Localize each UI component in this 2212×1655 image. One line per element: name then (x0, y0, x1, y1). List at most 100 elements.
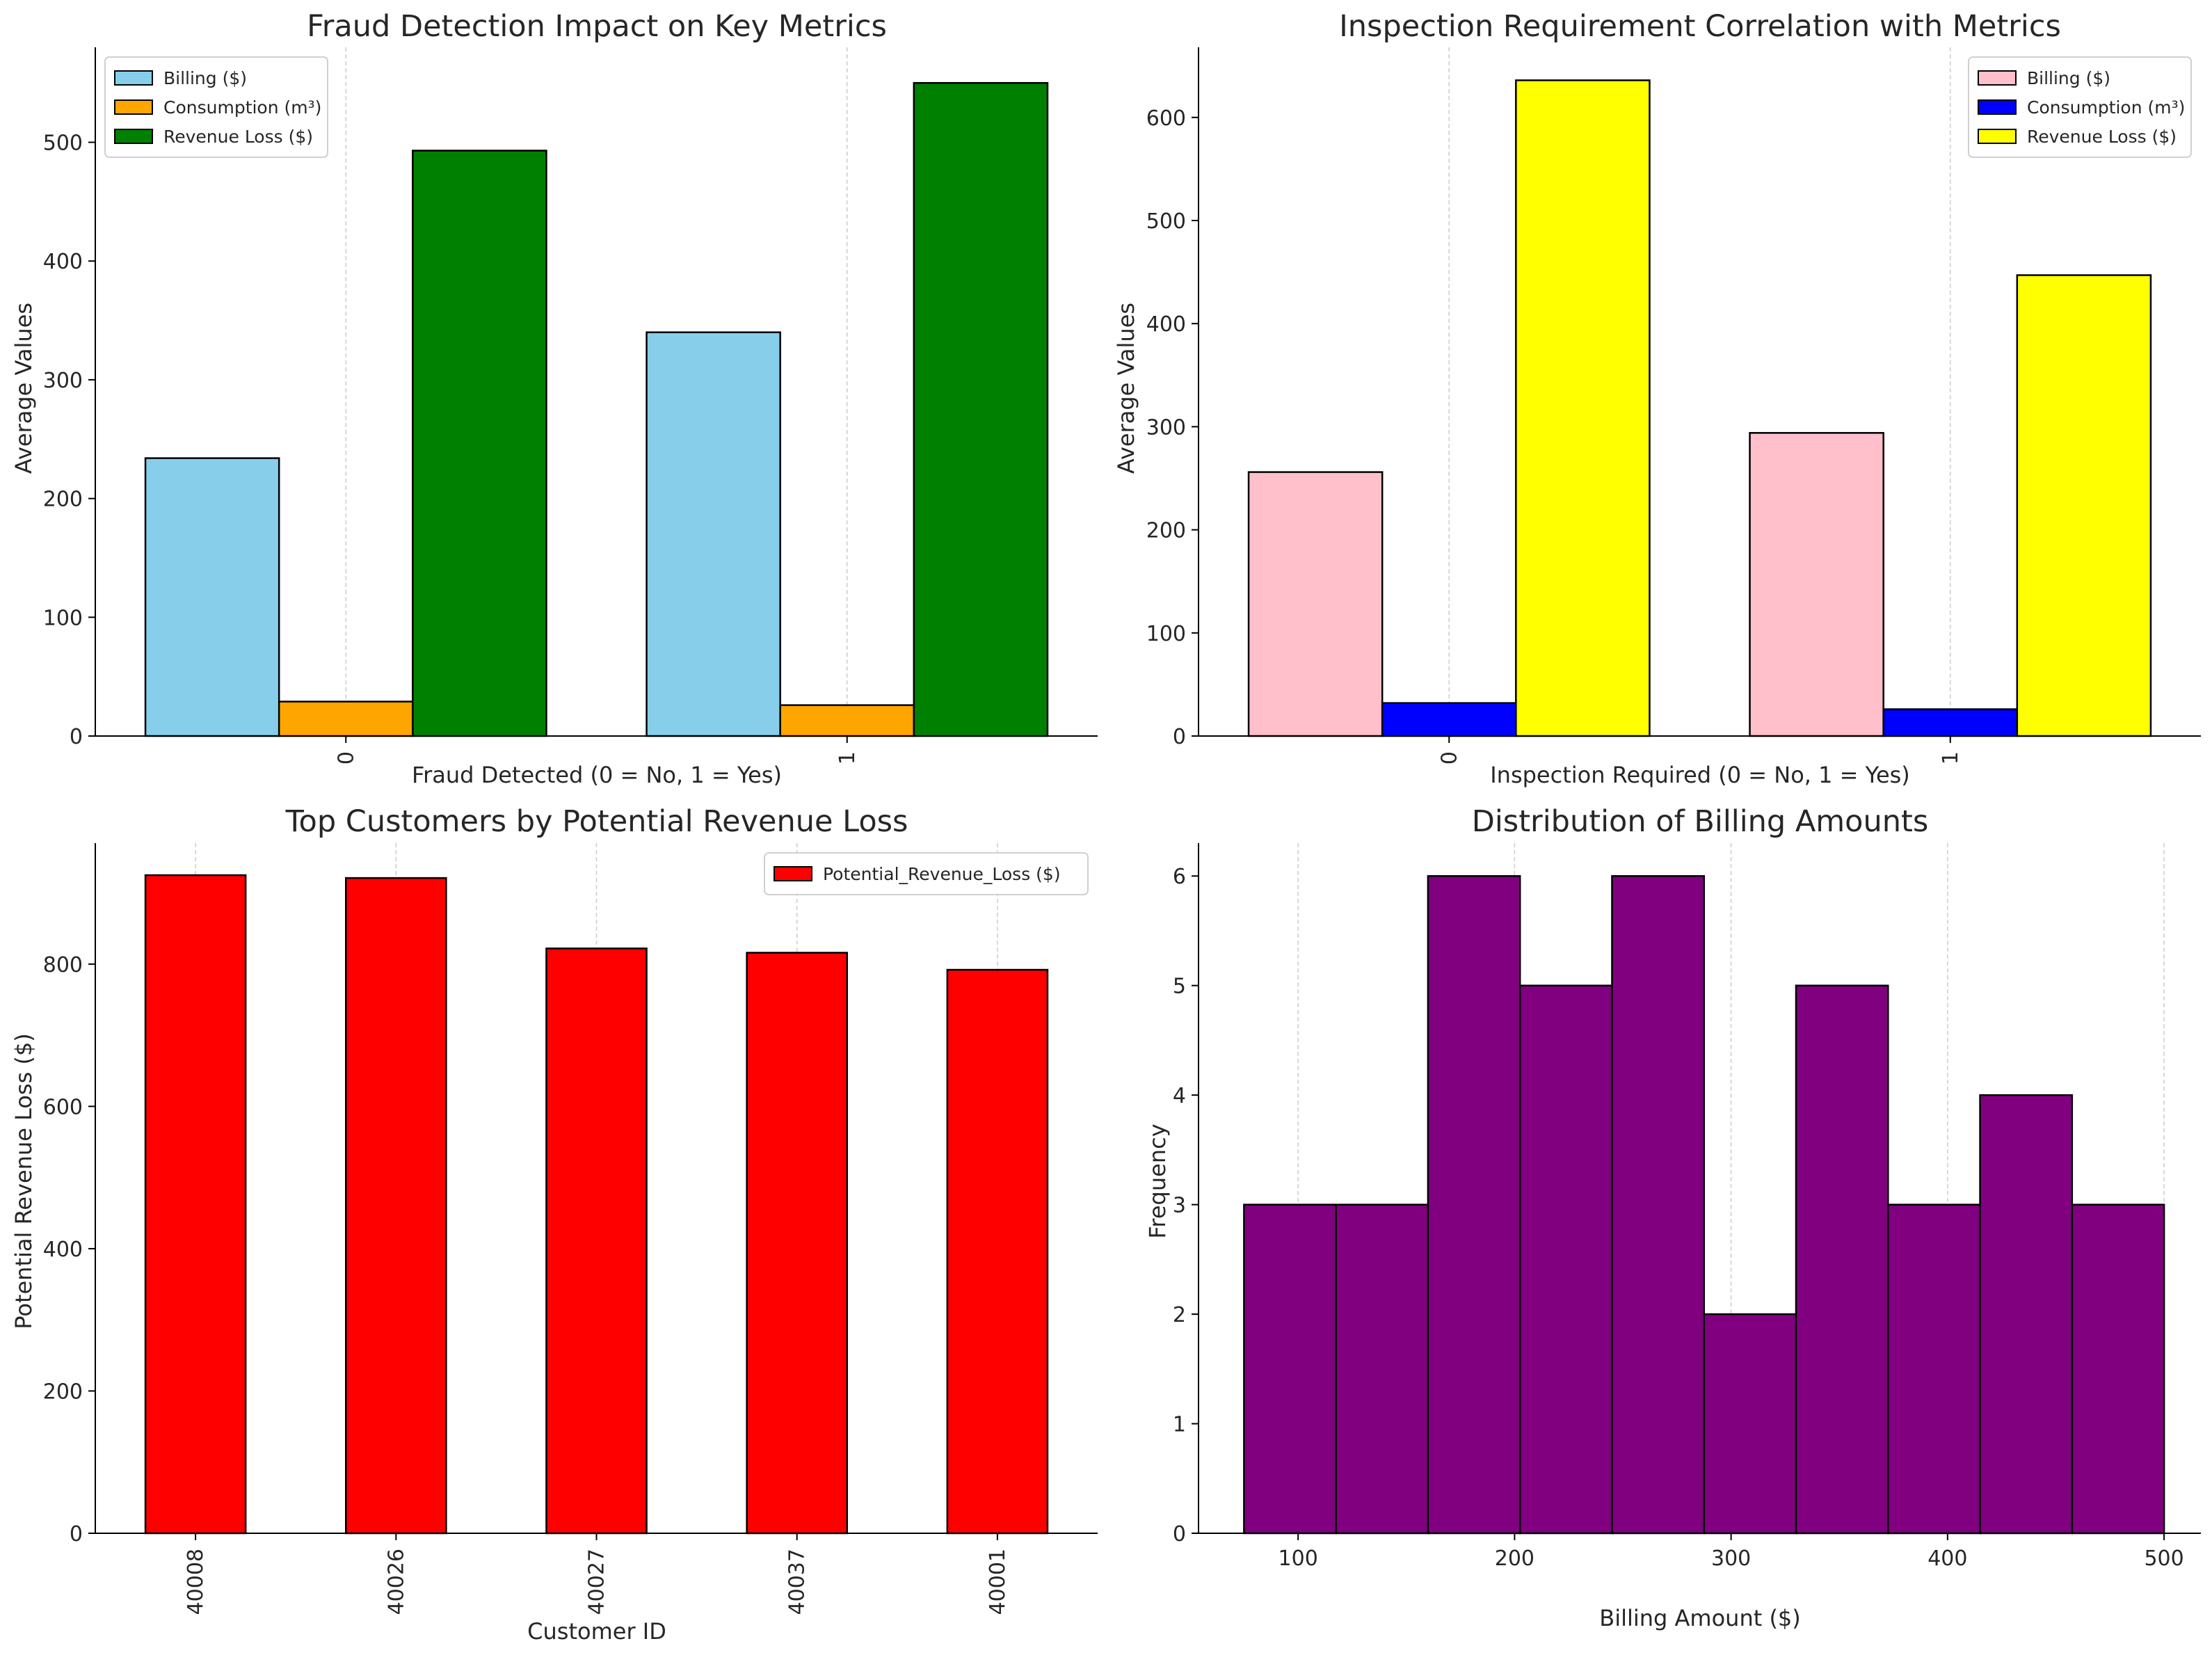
histogram-bin (1243, 1204, 1337, 1535)
y-tick-label: 100 (1146, 622, 1186, 646)
legend-label: Billing ($) (163, 68, 247, 88)
y-tick-label: 0 (1173, 1522, 1186, 1546)
histogram-bin (1335, 1204, 1429, 1535)
legend-label: Revenue Loss ($) (2027, 127, 2177, 147)
y-tick-label: 800 (43, 953, 83, 977)
histogram-bin (1427, 874, 1521, 1535)
chart-title: Top Customers by Potential Revenue Loss (285, 804, 908, 839)
legend-label: Consumption (m³) (163, 97, 321, 118)
y-tick-label: 200 (43, 1380, 83, 1404)
y-tick-label: 300 (43, 369, 83, 393)
y-tick-label: 400 (43, 250, 83, 274)
y-tick-label: 0 (70, 725, 83, 749)
legend-frame (1968, 56, 2192, 158)
legend: Potential_Revenue_Loss ($) (764, 852, 1089, 895)
legend-swatch (114, 129, 153, 144)
bar (278, 701, 414, 737)
x-tick-label: 0 (334, 751, 358, 765)
x-tick-label: 400 (1928, 1546, 1967, 1571)
x-tick-label: 40027 (585, 1549, 609, 1615)
y-tick-label: 400 (1146, 312, 1186, 337)
bar (144, 874, 247, 1535)
bar (1381, 702, 1517, 737)
y-axis-label: Potential Revenue Loss ($) (10, 1033, 37, 1329)
y-tick-label: 500 (1146, 209, 1186, 234)
x-tick-label: 40026 (384, 1549, 408, 1615)
legend-label: Revenue Loss ($) (163, 127, 313, 147)
y-tick-label: 1 (1173, 1413, 1186, 1437)
legend-label: Potential_Revenue_Loss ($) (823, 864, 1061, 884)
histogram-bin (1979, 1094, 2074, 1535)
x-axis-label: Customer ID (527, 1618, 666, 1645)
bar (144, 457, 280, 737)
y-tick-label: 400 (43, 1238, 83, 1262)
y-tick-label: 5 (1173, 975, 1186, 999)
chart-title: Fraud Detection Impact on Key Metrics (307, 9, 887, 44)
y-tick-label: 100 (43, 606, 83, 630)
x-axis-label: Billing Amount ($) (1599, 1605, 1801, 1631)
legend-swatch (114, 99, 153, 115)
y-tick-label: 600 (43, 1095, 83, 1119)
bar (646, 331, 781, 737)
y-tick-label: 200 (43, 488, 83, 512)
legend-swatch (1978, 99, 2017, 115)
bar (746, 952, 849, 1535)
billing-distribution-histogram: Distribution of Billing Amounts Billing … (1144, 804, 2201, 1631)
y-axis-label: Average Values (10, 303, 37, 474)
y-tick-label: 600 (1146, 106, 1186, 131)
y-tick-label: 200 (1146, 519, 1186, 543)
x-axis-label: Inspection Required (0 = No, 1 = Yes) (1490, 762, 1910, 788)
legend: Billing ($) Consumption (m³) Revenue Loss … (1968, 56, 2192, 158)
bar (913, 81, 1049, 737)
y-tick-label: 3 (1173, 1194, 1186, 1218)
x-tick-label: 40008 (184, 1549, 208, 1615)
y-tick-label: 300 (1146, 415, 1186, 440)
y-tick-label: 2 (1173, 1303, 1186, 1327)
bar (345, 877, 447, 1535)
y-tick-label: 4 (1173, 1084, 1186, 1108)
legend-frame (104, 56, 328, 158)
y-tick-label: 0 (70, 1522, 83, 1546)
chart-title: Distribution of Billing Amounts (1472, 804, 1929, 839)
bar (2016, 274, 2152, 737)
x-tick-label: 40001 (986, 1549, 1010, 1615)
legend-frame (764, 852, 1089, 895)
bar (545, 948, 648, 1535)
chart-title: Inspection Requirement Correlation with … (1339, 9, 2061, 44)
bar (1749, 432, 1884, 737)
histogram-bin (2071, 1204, 2165, 1535)
bar (1515, 79, 1651, 737)
bar (412, 150, 547, 737)
x-tick-label: 1 (835, 751, 860, 765)
y-tick-label: 0 (1173, 725, 1186, 749)
x-tick-label: 0 (1437, 751, 1461, 765)
histogram-bin (1887, 1204, 1981, 1535)
y-tick-label: 500 (43, 131, 83, 156)
x-tick-label: 500 (2144, 1546, 2183, 1571)
inspection-correlation-chart: Inspection Requirement Correlation with … (1113, 9, 2201, 788)
legend-label: Billing ($) (2027, 68, 2110, 88)
x-tick-label: 300 (1711, 1546, 1751, 1571)
legend: Billing ($) Consumption (m³) Revenue Loss … (104, 56, 328, 158)
top-customers-chart: Top Customers by Potential Revenue Loss … (10, 804, 1098, 1645)
x-tick-label: 40037 (785, 1549, 810, 1615)
legend-swatch (774, 866, 812, 881)
histogram-bin (1518, 984, 1613, 1535)
histogram-bin (1611, 874, 1705, 1535)
bar (946, 968, 1049, 1535)
legend-swatch (114, 70, 153, 86)
bar (1882, 708, 2019, 737)
y-axis-label: Frequency (1144, 1124, 1171, 1238)
x-tick-label: 100 (1279, 1546, 1318, 1571)
legend-label: Consumption (m³) (2027, 97, 2185, 118)
legend-swatch (1978, 70, 2017, 86)
x-tick-label: 200 (1495, 1546, 1534, 1571)
x-axis-label: Fraud Detected (0 = No, 1 = Yes) (412, 762, 782, 788)
bar (779, 704, 915, 737)
histogram-bin (1795, 984, 1889, 1535)
histogram-bin (1703, 1313, 1797, 1535)
y-axis-label: Average Values (1113, 303, 1139, 474)
x-tick-label: 1 (1939, 751, 1963, 765)
legend-swatch (1978, 129, 2017, 144)
